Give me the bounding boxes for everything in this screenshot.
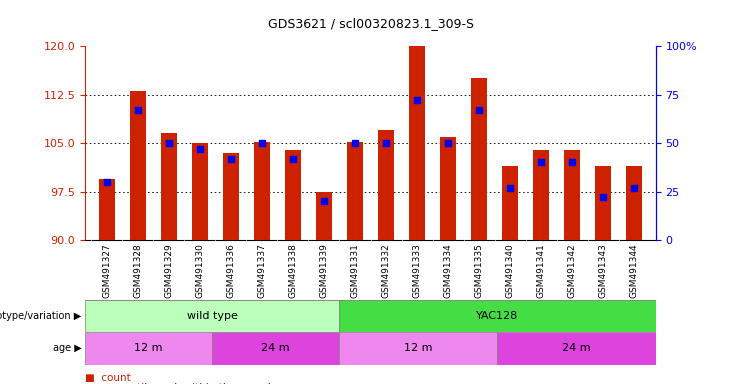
- Point: [225, 156, 237, 162]
- Point: [442, 140, 454, 146]
- Text: GSM491340: GSM491340: [505, 243, 514, 298]
- Text: 12 m: 12 m: [134, 343, 163, 354]
- Bar: [565, 149, 579, 240]
- Bar: [85, 300, 339, 332]
- Point: [473, 107, 485, 113]
- Text: GSM491338: GSM491338: [288, 243, 297, 298]
- Bar: [316, 192, 332, 240]
- Point: [349, 140, 361, 146]
- Point: [597, 194, 609, 200]
- Bar: [497, 332, 656, 365]
- Bar: [130, 91, 146, 240]
- Point: [256, 140, 268, 146]
- Text: GSM491344: GSM491344: [630, 243, 639, 298]
- Point: [132, 107, 144, 113]
- Text: GSM491343: GSM491343: [599, 243, 608, 298]
- Point: [504, 185, 516, 191]
- Bar: [378, 130, 393, 240]
- Text: GSM491328: GSM491328: [133, 243, 142, 298]
- Bar: [409, 46, 425, 240]
- Text: 24 m: 24 m: [562, 343, 591, 354]
- Text: GSM491339: GSM491339: [319, 243, 328, 298]
- Text: 24 m: 24 m: [261, 343, 290, 354]
- Bar: [348, 142, 363, 240]
- Text: GSM491334: GSM491334: [444, 243, 453, 298]
- Bar: [502, 166, 518, 240]
- Text: GSM491329: GSM491329: [165, 243, 173, 298]
- Text: ■  count: ■ count: [85, 373, 131, 383]
- Point: [318, 198, 330, 204]
- Bar: [254, 142, 270, 240]
- Point: [535, 159, 547, 166]
- Text: wild type: wild type: [187, 311, 237, 321]
- Text: GSM491330: GSM491330: [196, 243, 205, 298]
- Point: [380, 140, 392, 146]
- Text: YAC128: YAC128: [476, 311, 519, 321]
- Text: GSM491332: GSM491332: [382, 243, 391, 298]
- Text: GSM491337: GSM491337: [257, 243, 267, 298]
- Bar: [192, 143, 207, 240]
- Text: GSM491333: GSM491333: [413, 243, 422, 298]
- Text: GSM491341: GSM491341: [536, 243, 545, 298]
- Text: 12 m: 12 m: [404, 343, 432, 354]
- Bar: [471, 78, 487, 240]
- Point: [287, 156, 299, 162]
- Text: GDS3621 / scl00320823.1_309-S: GDS3621 / scl00320823.1_309-S: [268, 17, 473, 30]
- Bar: [212, 332, 339, 365]
- Bar: [223, 153, 239, 240]
- Point: [163, 140, 175, 146]
- Bar: [339, 300, 656, 332]
- Bar: [285, 149, 301, 240]
- Bar: [595, 166, 611, 240]
- Text: GSM491327: GSM491327: [102, 243, 111, 298]
- Bar: [85, 332, 212, 365]
- Point: [194, 146, 206, 152]
- Text: GSM491336: GSM491336: [227, 243, 236, 298]
- Text: genotype/variation ▶: genotype/variation ▶: [0, 311, 82, 321]
- Point: [101, 179, 113, 185]
- Point: [566, 159, 578, 166]
- Point: [411, 97, 423, 103]
- Bar: [339, 332, 497, 365]
- Bar: [99, 179, 115, 240]
- Text: age ▶: age ▶: [53, 343, 82, 354]
- Bar: [626, 166, 642, 240]
- Text: ■  percentile rank within the sample: ■ percentile rank within the sample: [85, 383, 277, 384]
- Bar: [534, 149, 549, 240]
- Text: GSM491331: GSM491331: [350, 243, 359, 298]
- Bar: [440, 137, 456, 240]
- Text: GSM491335: GSM491335: [474, 243, 484, 298]
- Bar: [162, 133, 176, 240]
- Text: GSM491342: GSM491342: [568, 243, 576, 298]
- Point: [628, 185, 640, 191]
